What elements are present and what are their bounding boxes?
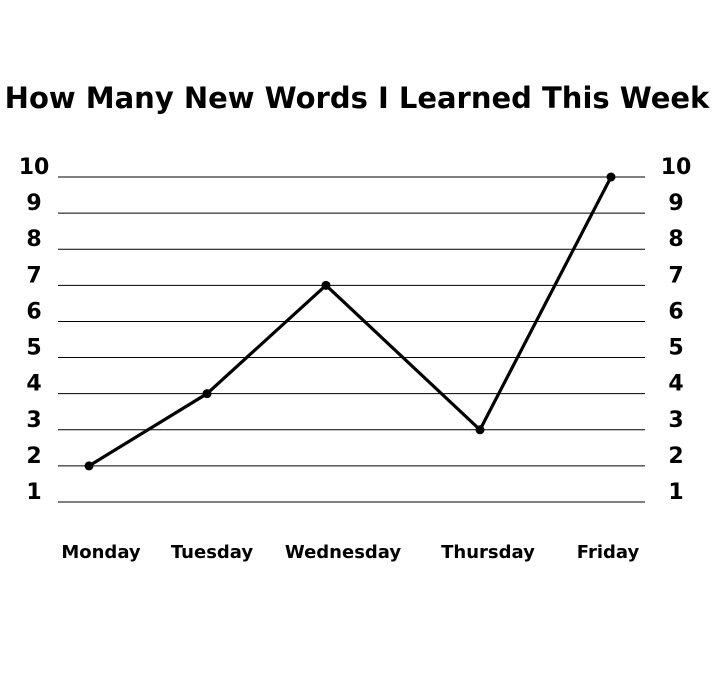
y-tick-left-10: 10 <box>19 155 50 180</box>
x-tick-monday: Monday <box>61 542 141 563</box>
y-tick-left-7: 7 <box>26 263 41 288</box>
y-tick-left-2: 2 <box>26 444 41 469</box>
data-point-friday <box>606 172 616 182</box>
y-tick-right-6: 6 <box>668 299 683 324</box>
data-point-tuesday <box>202 389 212 399</box>
data-point-wednesday <box>321 280 331 290</box>
x-tick-friday: Friday <box>577 542 640 563</box>
y-tick-left-3: 3 <box>26 408 41 433</box>
data-point-monday <box>84 461 94 471</box>
y-axis-right: 1 2 3 4 5 6 7 8 9 10 <box>661 155 692 505</box>
x-tick-thursday: Thursday <box>441 542 535 563</box>
y-tick-right-9: 9 <box>668 191 683 216</box>
y-axis-left: 1 2 3 4 5 6 7 8 9 10 <box>19 155 50 505</box>
y-tick-left-8: 8 <box>26 227 41 252</box>
series-words-learned <box>84 172 616 471</box>
y-tick-right-10: 10 <box>661 155 692 180</box>
y-tick-left-9: 9 <box>26 191 41 216</box>
y-tick-right-2: 2 <box>668 444 683 469</box>
gridlines <box>58 176 645 503</box>
x-tick-wednesday: Wednesday <box>285 542 402 563</box>
y-tick-right-8: 8 <box>668 227 683 252</box>
y-tick-right-1: 1 <box>668 480 683 505</box>
data-point-thursday <box>475 425 485 435</box>
x-tick-tuesday: Tuesday <box>171 542 254 563</box>
y-tick-left-5: 5 <box>26 336 41 361</box>
y-tick-left-1: 1 <box>26 480 41 505</box>
y-tick-left-6: 6 <box>26 299 41 324</box>
y-tick-right-7: 7 <box>668 263 683 288</box>
x-axis: Monday Tuesday Wednesday Thursday Friday <box>61 542 639 563</box>
y-tick-right-5: 5 <box>668 336 683 361</box>
y-tick-left-4: 4 <box>26 372 41 397</box>
y-tick-right-4: 4 <box>668 372 683 397</box>
chart-title: How Many New Words I Learned This Week <box>5 81 710 115</box>
y-tick-right-3: 3 <box>668 408 683 433</box>
